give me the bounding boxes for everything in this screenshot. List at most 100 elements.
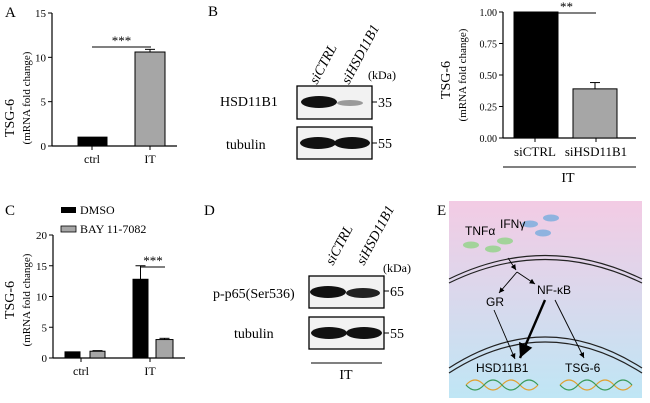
- chart-b-ytick-label: 0.00: [480, 134, 498, 145]
- panel-b-letter: B: [208, 4, 218, 20]
- blot-d-lane-1: siCTRL: [323, 223, 356, 268]
- blot-d-row1-marker: 65: [390, 285, 404, 300]
- arrow-to-gr: [498, 271, 518, 294]
- chart-c-bar: [64, 351, 81, 359]
- chart-a-bar: [134, 51, 166, 147]
- chart-a-bar: [77, 136, 108, 147]
- chart-b-ytick-label: 0.25: [480, 103, 498, 114]
- blot-b-kda: (kDa): [368, 68, 396, 82]
- panel-a-ylabel: (mRNA fold change): [21, 51, 33, 144]
- arrow-nfkb-to-tsg6: [554, 299, 585, 359]
- blot-b-row2-band-1: [300, 137, 336, 149]
- label-ifng: IFNγ: [500, 217, 525, 231]
- arrow-to-branch: [507, 257, 517, 271]
- arrow-nfkb-to-hsd: [518, 299, 547, 359]
- blot-b-row1-band-2: [337, 100, 363, 106]
- blot-d-row2-band-2: [346, 327, 382, 339]
- label-tnfa: TNFα: [465, 224, 495, 238]
- panel-c-title: TSG-6: [3, 281, 18, 319]
- panel-a-letter: A: [5, 5, 16, 21]
- legend-bay-label: BAY 11-7082: [80, 222, 146, 236]
- blot-d-row2-label: tubulin: [234, 327, 274, 342]
- chart-c-bar: [155, 339, 174, 359]
- chart-a-ytick-label: 10: [35, 52, 47, 64]
- label-gr: GR: [486, 295, 504, 309]
- blot-b-row2-label: tubulin: [226, 138, 266, 153]
- blot-d-row2-marker: 55: [390, 327, 404, 342]
- cell-membrane-inner: [448, 259, 643, 284]
- panel-c-letter: C: [5, 203, 15, 219]
- chart-b-category-label: siCTRL: [514, 144, 556, 159]
- panel-c-chart: 0 5 10 15 20 ctrl IT ***: [36, 230, 185, 378]
- chart-a-category-label: ctrl: [84, 152, 101, 166]
- label-nfkb: NF-κB: [537, 283, 571, 297]
- panel-b-chart-title: TSG-6: [439, 61, 454, 99]
- dna-helix-hsd11b1: [465, 379, 539, 391]
- legend-dmso-label: DMSO: [80, 203, 115, 217]
- chart-b-ytick-label: 1.00: [480, 8, 498, 19]
- blot-d-row2-band-1: [311, 327, 347, 339]
- panel-c: C TSG-6 (mRNA fold change) 0 5 10 15 20 ctrl I…: [3, 203, 185, 378]
- panel-d-group-label: IT: [339, 368, 353, 383]
- chart-b-sig-stars: **: [560, 0, 573, 14]
- chart-a-ytick-label: 0: [41, 141, 47, 153]
- blot-b-lane-1: siCTRL: [307, 42, 340, 87]
- dna-helix-tsg6: [559, 379, 633, 391]
- chart-b-ytick-label: 0.50: [480, 71, 498, 82]
- cytokine-blue-1: [522, 220, 538, 228]
- panel-c-legend: DMSO BAY 11-7082: [60, 203, 146, 236]
- cytokine-green-3: [497, 237, 513, 245]
- cytokine-green-2: [485, 245, 501, 253]
- chart-c-bar: [132, 278, 149, 359]
- chart-a-sig-stars: ***: [112, 33, 132, 48]
- chart-a-ytick-label: 15: [35, 8, 47, 20]
- blot-d-lane-2: siHSD11B1: [354, 203, 398, 268]
- panel-a-chart: 0 5 10 15 ctrl IT ***: [35, 8, 177, 166]
- blot-b-row1-label: HSD11B1: [220, 95, 278, 110]
- chart-c-category-label: IT: [144, 364, 156, 378]
- panel-b-blot: B siCTRL siHSD11B1 (kDa) HSD11B1 35 tubu…: [208, 4, 396, 160]
- panel-b-chart: TSG-6 (mRNA fold change) 0.00 0.25 0.50 0.7…: [439, 0, 636, 186]
- blot-b-row2-band-2: [334, 137, 370, 149]
- nuclear-membrane-inner: [448, 341, 643, 374]
- legend-bay-swatch: [60, 225, 77, 233]
- blot-b-row1-band-1: [301, 96, 337, 108]
- panel-e: E TNFα IFNγ GR NF-κB HSD11B1 TSG-6: [437, 201, 643, 398]
- panel-c-ylabel: (mRNA fold change): [21, 253, 33, 346]
- chart-c-ytick-label: 10: [36, 292, 48, 304]
- chart-c-ytick-label: 0: [42, 353, 48, 365]
- chart-c-sig-stars: ***: [143, 253, 163, 268]
- panel-b-chart-plot: 0.00 0.25 0.50 0.75 1.00 siCTRL siHSD11B1 **: [480, 0, 636, 159]
- cytokine-blue-3: [535, 229, 551, 237]
- chart-c-ytick-label: 5: [42, 322, 48, 334]
- chart-c-ytick-label: 20: [36, 230, 48, 242]
- legend-dmso-swatch: [61, 207, 76, 213]
- chart-b-bar: [513, 11, 559, 139]
- chart-c-category-label: ctrl: [73, 364, 90, 378]
- arrow-gr-to-hsd: [493, 309, 516, 360]
- panel-a-title: TSG-6: [3, 99, 18, 137]
- blot-d-row1-band-2: [346, 288, 380, 298]
- chart-b-ytick-label: 0.75: [480, 40, 498, 51]
- chart-b-category-label: siHSD11B1: [565, 144, 627, 159]
- blot-d-row1-label: p-p65(Ser536): [213, 287, 295, 302]
- panel-b-group-label: IT: [561, 171, 575, 186]
- blot-d-kda: (kDa): [383, 261, 411, 275]
- chart-c-ytick-label: 15: [36, 261, 48, 273]
- blot-d-row1-band-1: [310, 286, 346, 298]
- panel-e-letter: E: [437, 203, 446, 219]
- panel-d: D siCTRL siHSD11B1 (kDa) p-p65(Ser536) 6…: [204, 203, 411, 383]
- arrow-to-nfkb: [516, 271, 536, 285]
- panel-a: A TSG-6 (mRNA fold change) 0 5 10 15 ctrl IT *…: [3, 5, 177, 166]
- chart-b-bar: [572, 88, 618, 139]
- chart-c-bar: [89, 350, 106, 359]
- blot-b-row1-marker: 35: [378, 96, 392, 111]
- label-hsd11b1: HSD11B1: [476, 361, 529, 375]
- blot-b-row2-marker: 55: [378, 137, 392, 152]
- label-tsg6: TSG-6: [565, 361, 601, 375]
- nuclear-membrane: [448, 336, 643, 369]
- cytokine-green-1: [463, 241, 479, 249]
- panel-b-chart-ylabel: (mRNA fold change): [457, 28, 469, 121]
- panel-d-letter: D: [204, 203, 215, 219]
